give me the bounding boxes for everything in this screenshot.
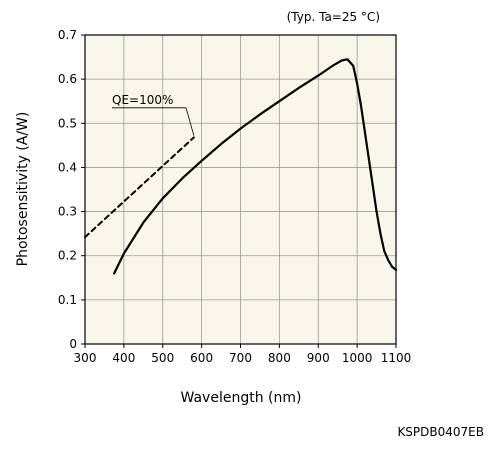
y-tick-label: 0.3 — [58, 205, 77, 219]
annotation-leader-line — [185, 107, 195, 136]
series-layer — [84, 58, 398, 275]
x-tick-label: 1000 — [342, 351, 373, 365]
annotation-label: QE=100% — [112, 93, 173, 107]
y-tick-label: 0.4 — [58, 160, 77, 174]
grid-lines — [85, 35, 396, 344]
y-tick-label: 0.1 — [58, 293, 77, 307]
plot-border — [84, 34, 397, 345]
y-tick-label: 0.7 — [58, 28, 77, 42]
x-tick-label: 600 — [190, 351, 213, 365]
x-tick-label: 700 — [229, 351, 252, 365]
photosensitivity-curve — [113, 58, 398, 275]
y-axis-title: Photosensitivity (A/W) — [15, 112, 31, 267]
x-tick-label: 400 — [112, 351, 135, 365]
x-tick-label: 500 — [151, 351, 174, 365]
x-tick-label: 900 — [307, 351, 330, 365]
y-tick-label: 0 — [69, 337, 77, 351]
x-axis-title: Wavelength (nm) — [181, 390, 302, 406]
x-tick-label: 800 — [268, 351, 291, 365]
condition-label: (Typ. Ta=25 °C) — [287, 10, 380, 24]
x-axis-ticks: 300 400 500 600 700 800 900 1000 1100 — [74, 344, 412, 365]
y-tick-label: 0.5 — [58, 116, 77, 130]
qe-100-dashed-line — [84, 136, 195, 239]
y-axis-ticks: 0 0.1 0.2 0.3 0.4 0.5 0.6 0.7 — [58, 28, 85, 351]
x-tick-label: 1100 — [381, 351, 412, 365]
x-tick-label: 300 — [74, 351, 97, 365]
y-tick-label: 0.2 — [58, 249, 77, 263]
document-code: KSPDB0407EB — [397, 425, 484, 439]
y-tick-label: 0.6 — [58, 72, 77, 86]
annotation-layer: QE=100% — [112, 93, 195, 136]
